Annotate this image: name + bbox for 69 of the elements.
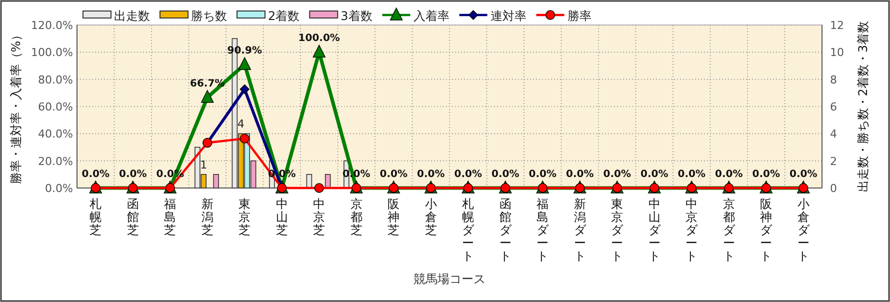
data-label: 0.0% xyxy=(566,169,594,180)
x-tick-label: 小倉芝 xyxy=(424,197,437,237)
y-tick-label: 40.0% xyxy=(38,128,73,141)
x-tick-label: 福島ダート xyxy=(536,197,550,263)
legend-label: 勝率 xyxy=(567,9,592,23)
y2-tick-label: 2 xyxy=(830,154,837,168)
x-tick-label: 福島芝 xyxy=(164,197,176,237)
y-tick-label: 80.0% xyxy=(38,73,73,86)
point xyxy=(201,90,214,103)
point xyxy=(240,84,250,94)
data-label: 0.0% xyxy=(752,169,780,180)
y2-tick-label: 0 xyxy=(830,182,837,195)
x-axis-title: 競馬場コース xyxy=(414,272,486,286)
y2-tick-label: 4 xyxy=(830,128,837,141)
data-label: 0.0% xyxy=(678,169,706,180)
data-label: 0.0% xyxy=(417,169,445,180)
x-tick-label: 阪神芝 xyxy=(388,197,400,237)
y-tick-label: 120.0% xyxy=(31,19,73,32)
y-tick-label: 0.0% xyxy=(45,182,73,195)
y2-axis-title: 出走数・勝ち数・2着数・3着数 xyxy=(856,20,870,192)
x-tick-label: 函館ダート xyxy=(499,197,512,263)
y-tick-label: 20.0% xyxy=(38,154,73,168)
point xyxy=(240,134,250,144)
data-label: 0.0% xyxy=(790,169,818,180)
data-label: 0.0% xyxy=(119,169,147,180)
x-tick-label: 阪神ダート xyxy=(760,197,774,263)
data-label: 100.0% xyxy=(298,33,340,44)
data-label: 4 xyxy=(237,118,244,131)
y-axis-title: 勝率・連対率・入着率（%） xyxy=(9,28,23,184)
y2-tick-label: 12 xyxy=(830,19,844,32)
x-tick-label: 中京芝 xyxy=(313,197,326,237)
y2-tick-label: 10 xyxy=(830,46,844,60)
legend-label: 入着率 xyxy=(413,9,450,23)
y-tick-label: 100.0% xyxy=(31,46,73,60)
y-tick-label: 60.0% xyxy=(38,100,73,114)
x-tick-label: 新潟ダート xyxy=(574,197,587,263)
y2-tick-label: 8 xyxy=(830,73,837,86)
x-tick-label: 小倉ダート xyxy=(797,197,810,263)
x-tick-label: 札幌芝 xyxy=(90,197,102,237)
legend-label: 出走数 xyxy=(114,9,150,23)
x-tick-label: 中京ダート xyxy=(686,197,699,263)
data-label: 0.0% xyxy=(454,169,482,180)
data-label: 0.0% xyxy=(715,169,743,180)
data-label: 1 xyxy=(200,158,208,172)
legend-label: 3着数 xyxy=(340,9,372,23)
point xyxy=(314,183,324,193)
legend-label: 勝ち数 xyxy=(191,9,227,23)
legend-label: 2着数 xyxy=(268,9,300,23)
data-label: 0.0% xyxy=(640,169,668,180)
y2-tick-label: 6 xyxy=(830,100,837,114)
legend-label: 連対率 xyxy=(490,9,526,23)
x-tick-label: 京都芝 xyxy=(350,197,362,237)
bar xyxy=(194,146,200,188)
data-label: 0.0% xyxy=(82,169,110,180)
bar xyxy=(213,174,219,188)
x-tick-label: 札幌ダート xyxy=(462,197,476,263)
x-tick-label: 中山ダート xyxy=(648,197,662,263)
data-label: 0.0% xyxy=(492,169,520,180)
point xyxy=(238,57,251,70)
data-label: 0.0% xyxy=(603,169,631,180)
data-label: 0.0% xyxy=(528,169,556,180)
x-tick-label: 中山芝 xyxy=(276,197,288,237)
x-tick-label: 東京芝 xyxy=(238,197,251,237)
x-tick-label: 新潟芝 xyxy=(201,197,214,237)
x-tick-label: 東京ダート xyxy=(611,197,624,263)
data-label: 0.0% xyxy=(380,169,408,180)
x-tick-label: 京都ダート xyxy=(722,197,736,263)
point xyxy=(312,44,326,58)
x-tick-label: 函館芝 xyxy=(126,197,139,237)
